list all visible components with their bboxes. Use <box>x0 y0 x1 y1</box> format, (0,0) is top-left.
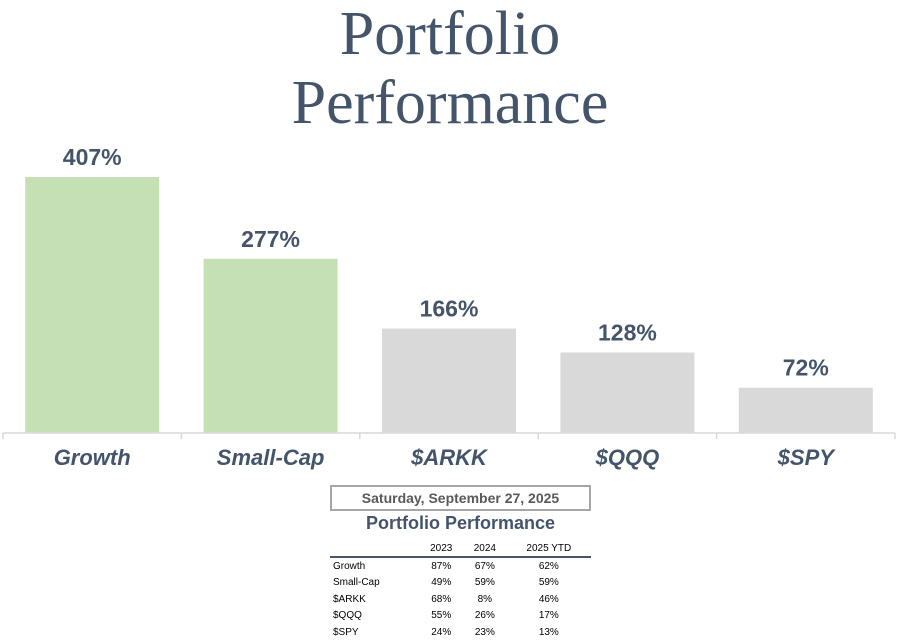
data-label: 128% <box>598 319 657 345</box>
table-row: Growth 87% 67% 62% <box>330 557 591 575</box>
data-label: 72% <box>783 355 829 381</box>
table-cell: 68% <box>431 593 452 605</box>
column-header: 2023 <box>419 540 464 558</box>
category-label: $QQQ <box>595 445 660 470</box>
table-row: $QQQ 55% 26% 17% <box>330 608 591 625</box>
date-box: Saturday, September 27, 2025 <box>330 485 591 511</box>
column-header: 2024 <box>463 540 507 558</box>
column-header: 2025 YTD <box>506 540 591 558</box>
table-cell: 67% <box>474 560 495 572</box>
table-cell: 8% <box>477 593 493 605</box>
bar <box>382 328 516 433</box>
table-row: $SPY 24% 23% 13% <box>330 624 591 641</box>
table-cell: 26% <box>474 610 495 622</box>
table-row: Small-Cap 49% 59% 59% <box>330 575 591 592</box>
bar <box>25 177 160 433</box>
table-cell: 23% <box>474 626 495 638</box>
table-cell: 55% <box>431 610 452 622</box>
performance-table: 2023 2024 2025 YTD Growth 87% 67% 62% Small-Ca… <box>330 540 591 641</box>
bar <box>560 352 695 433</box>
table-title: Portfolio Performance <box>365 513 556 533</box>
data-label: 166% <box>420 296 479 322</box>
data-label: 407% <box>63 144 122 170</box>
table-row: $ARKK 68% 8% 46% <box>330 591 591 608</box>
category-label: Growth <box>54 445 131 470</box>
category-label: $ARKK <box>410 445 489 470</box>
row-label: Small-Cap <box>333 577 380 589</box>
bar <box>738 387 873 433</box>
title-line-1: Portfolio <box>339 0 561 68</box>
data-label: 277% <box>241 226 300 252</box>
table-cell: 62% <box>538 560 559 572</box>
table-cell: 46% <box>538 593 559 605</box>
table-cell: 49% <box>431 577 452 589</box>
table-cell: 13% <box>538 626 559 638</box>
table-cell: 59% <box>538 577 559 589</box>
table-cell: 24% <box>431 626 452 638</box>
column-header <box>330 540 420 558</box>
bar <box>203 258 338 433</box>
bar-chart: 407% Growth 277% Small-Cap 166% $ARKK 128% $QQQ… <box>2 144 896 470</box>
category-label: $SPY <box>777 445 837 470</box>
row-label: $SPY <box>333 626 359 638</box>
row-label: $ARKK <box>333 593 366 605</box>
row-label: Growth <box>333 560 366 572</box>
table-cell: 59% <box>474 577 495 589</box>
table-cell: 87% <box>431 560 452 572</box>
category-label: Small-Cap <box>217 445 325 470</box>
title-line-2: Performance <box>291 69 609 137</box>
table-cell: 17% <box>538 610 559 622</box>
row-label: $QQQ <box>333 610 362 622</box>
